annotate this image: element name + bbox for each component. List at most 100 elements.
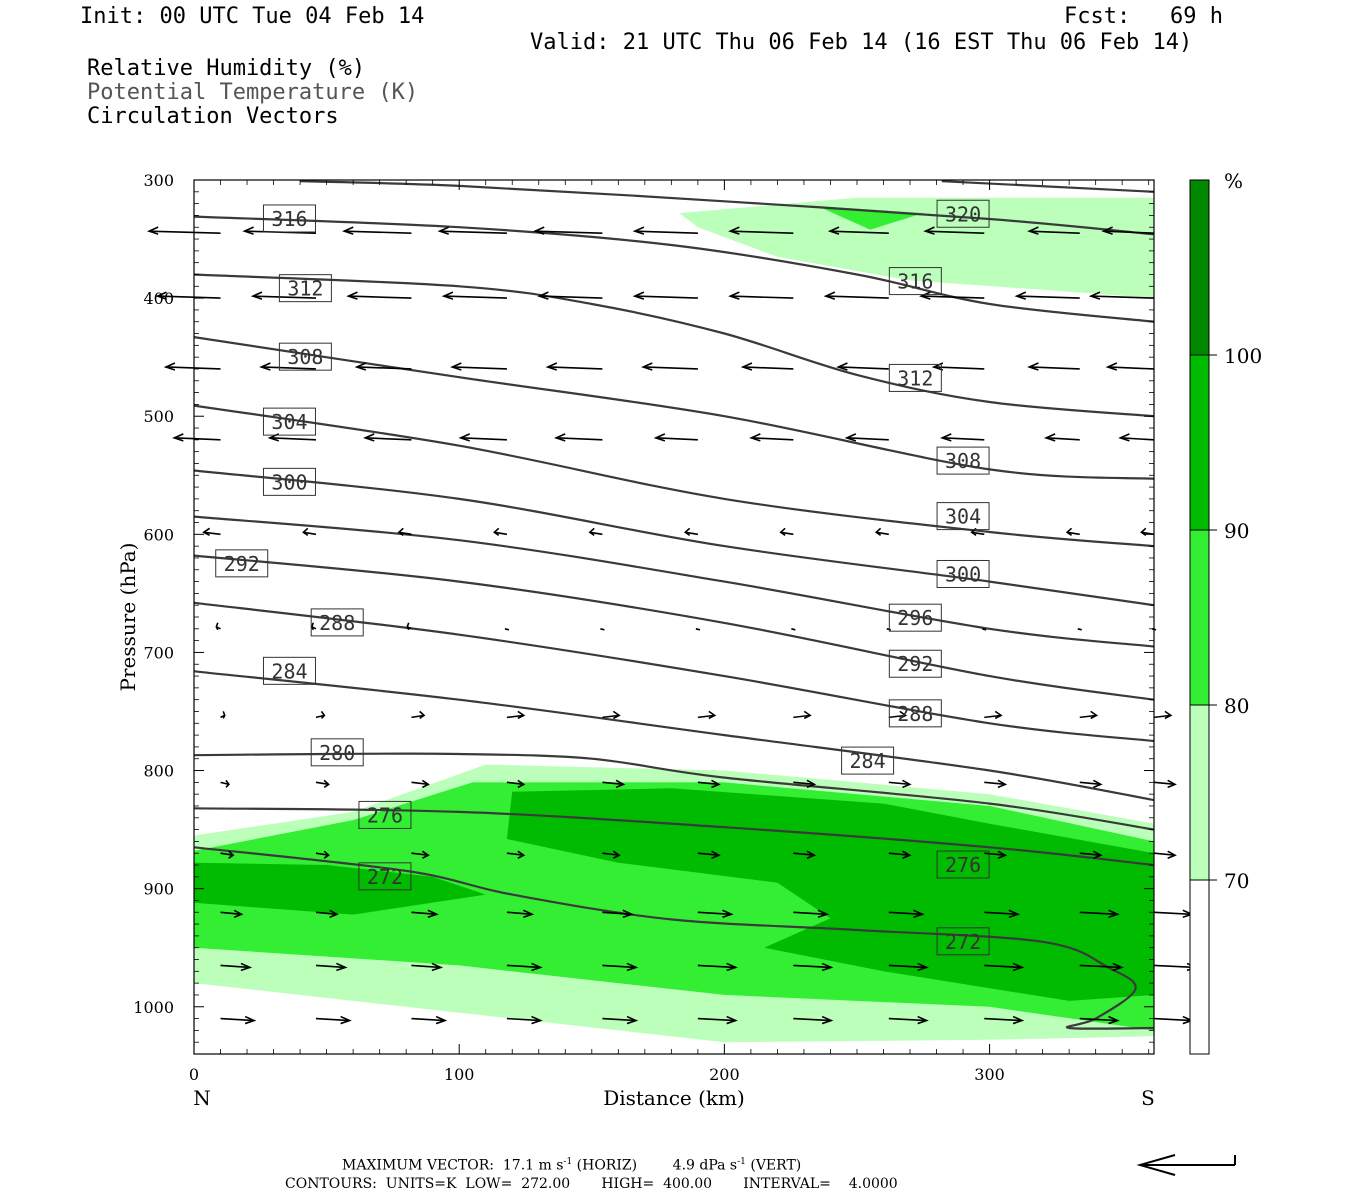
isentrope-label-box	[888, 363, 942, 392]
isentrope-label-box	[358, 862, 412, 891]
wind-vector	[730, 295, 794, 299]
wind-vector-head	[803, 710, 812, 720]
wind-vector	[888, 1017, 927, 1022]
wind-vector-head	[493, 527, 500, 536]
wind-vector-head	[653, 433, 666, 442]
wind-vector-head	[146, 226, 159, 235]
y-axis-title: Pressure (hPa)	[116, 543, 140, 692]
init-time: Init: 00 UTC Tue 04 Feb 14	[80, 4, 425, 29]
max-vector-text: MAXIMUM VECTOR: 17.1 m s	[342, 1157, 564, 1174]
isentrope-label: 316	[271, 207, 307, 231]
wind-vector-head	[354, 362, 367, 371]
x-axis-right-end-label: S	[1141, 1086, 1155, 1110]
contours-footer: CONTOURS: UNITS=K LOW= 272.00 HIGH= 400.…	[285, 1176, 898, 1192]
wind-vector	[506, 852, 524, 857]
wind-vector-head	[363, 433, 375, 442]
wind-vector	[602, 964, 637, 969]
wind-vector-head	[215, 622, 219, 631]
wind-vector	[1079, 1017, 1118, 1022]
isentrope-label-box	[888, 267, 942, 296]
wind-vector	[1067, 531, 1080, 536]
wind-vector	[1153, 964, 1197, 969]
isentrope-label: 300	[271, 470, 307, 494]
wind-vector-head	[615, 779, 626, 789]
isentrope-label-box	[262, 407, 316, 436]
wind-vector-head	[612, 710, 621, 720]
isentrope-label: 292	[224, 552, 260, 576]
wind-vector	[149, 230, 221, 234]
wind-vector	[1153, 714, 1171, 719]
wind-vector-head	[323, 779, 330, 789]
isentrope-label-box	[310, 738, 364, 767]
wind-vector-head	[233, 909, 244, 919]
wind-vector	[780, 531, 794, 536]
max-vector-vert: (VERT)	[745, 1157, 802, 1174]
isentrope-label: 288	[897, 702, 933, 726]
wind-vector-head	[537, 291, 549, 300]
wind-vector	[439, 230, 507, 234]
isentrope-label: 312	[897, 366, 933, 390]
x-tick-label: 100	[444, 1065, 475, 1084]
wind-vector-head	[626, 962, 639, 972]
wind-vector	[539, 295, 603, 299]
wind-vector	[165, 366, 221, 370]
vector-layer	[146, 226, 1199, 1025]
isentrope-label: 316	[897, 270, 933, 294]
wind-vector-head	[1101, 226, 1113, 235]
wind-vector	[984, 781, 1006, 786]
isentrope-label: 308	[945, 449, 981, 473]
wind-vector-head	[1012, 962, 1025, 972]
isentrope-label: 276	[367, 803, 403, 827]
colorbar-level-label: 70	[1224, 869, 1249, 893]
wind-vector-head	[553, 433, 566, 442]
y-tick-label: 600	[143, 525, 174, 544]
isentrope-label: 272	[945, 930, 981, 954]
wind-vector	[220, 781, 230, 786]
wind-vector	[556, 437, 603, 441]
wind-vector-head	[806, 779, 817, 789]
wind-vector	[793, 852, 815, 857]
wind-vector-head	[940, 433, 952, 442]
wind-vector-head	[899, 710, 908, 720]
wind-vector-head	[913, 909, 925, 919]
forecast-hour: Fcst: 69 h	[1064, 4, 1223, 29]
wind-vector	[220, 1017, 255, 1022]
x-axis-title: Distance (km)	[603, 1086, 745, 1110]
x-axis-left-end-label: N	[193, 1086, 211, 1110]
colorbar-segment	[1190, 180, 1209, 355]
wind-vector-head	[155, 291, 167, 300]
wind-vector-head	[1112, 962, 1124, 972]
wind-vector	[506, 714, 524, 719]
wind-vector-head	[419, 710, 426, 720]
wind-vector-head	[240, 962, 253, 972]
wind-vector-head	[1164, 710, 1173, 720]
rh-region-rh90	[194, 862, 486, 915]
wind-vector	[411, 781, 429, 786]
wind-vector	[846, 437, 889, 441]
colorbar-frame	[1189, 179, 1210, 1055]
isentrope-272	[194, 846, 1154, 1030]
wind-vector-head	[1027, 362, 1039, 371]
wind-vector	[1153, 911, 1192, 916]
wind-vector-head	[817, 909, 830, 919]
wind-vector-head	[532, 226, 545, 235]
wind-vector-head	[806, 850, 817, 859]
wind-vector-head	[458, 433, 471, 442]
wind-vector-head	[711, 779, 721, 789]
wind-vector	[793, 1017, 832, 1022]
wind-vector-head	[997, 850, 1008, 859]
colorbar-segment	[1190, 530, 1209, 705]
wind-vector-head	[1093, 779, 1103, 789]
isentrope-label-box	[278, 274, 332, 303]
wind-vector	[535, 230, 603, 234]
wind-vector-head	[323, 850, 330, 859]
wind-vector	[356, 366, 412, 370]
wind-vector	[252, 295, 317, 299]
wind-vector	[793, 911, 827, 916]
reference-vector-arrowhead	[1136, 1154, 1176, 1176]
wind-vector-head	[346, 291, 358, 300]
isentrope-label: 304	[945, 505, 981, 529]
isentrope-label: 296	[897, 606, 933, 630]
isentrope-label: 272	[367, 865, 403, 889]
